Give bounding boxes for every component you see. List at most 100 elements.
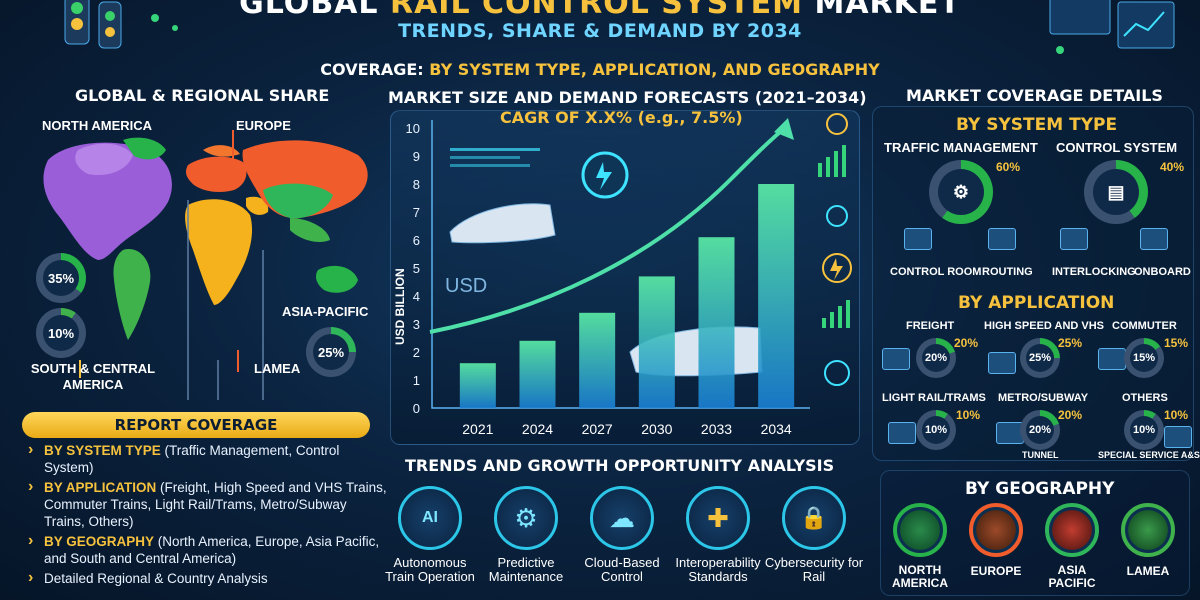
- x-tick-label: 2034: [761, 421, 792, 437]
- donut-others: 10%: [1124, 410, 1164, 450]
- app-label-commuter: COMMUTER: [1112, 320, 1177, 332]
- traffic-management-pct: 60%: [996, 160, 1021, 174]
- app-pct-freight: 20%: [954, 336, 979, 350]
- application-title: BY APPLICATION: [958, 293, 1115, 313]
- puzzle-icon: ✚: [686, 486, 750, 550]
- donut-south-central-america: 10%: [36, 308, 86, 358]
- list-item: BY GEOGRAPHY (North America, Europe, Asi…: [28, 532, 388, 567]
- label-lamea: LAMEA: [254, 361, 301, 376]
- globe-asia-pacific-icon: [1045, 503, 1099, 557]
- y-tick-label: 5: [413, 261, 420, 276]
- bar-2021: [459, 363, 496, 408]
- donut-traffic-management: ⚙: [929, 160, 993, 224]
- x-tick-label: 2027: [582, 421, 613, 437]
- y-tick-label: 7: [413, 205, 420, 220]
- sub-label-interlocking: INTERLOCKING: [1052, 266, 1136, 278]
- trend-label-cybersecurity: Cybersecurity for Rail: [764, 555, 864, 584]
- app-pct-light-rail: 10%: [956, 408, 981, 422]
- tram-icon: [888, 422, 916, 444]
- chart-side-icons: [818, 113, 852, 386]
- high-speed-train-icon: [988, 352, 1016, 374]
- geo-label-asia-pacific: ASIA PACIFIC: [1048, 563, 1096, 590]
- x-tick-label: 2024: [522, 421, 553, 437]
- globe-europe-icon: [969, 503, 1023, 557]
- list-item: Detailed Regional & Country Analysis: [28, 569, 388, 587]
- geography-title: BY GEOGRAPHY: [965, 479, 1115, 499]
- control-room-icon: [904, 228, 932, 250]
- bar-2030: [638, 276, 675, 408]
- control-screen-icon: [1049, 0, 1175, 54]
- tunnel-label: TUNNEL: [1022, 450, 1059, 460]
- subtitle: TRENDS, SHARE & DEMAND BY 2034: [398, 20, 802, 42]
- donut-freight: 20%: [916, 338, 956, 378]
- y-tick-label: 3: [413, 317, 420, 332]
- sub-label-control-room: CONTROL ROOM: [890, 266, 982, 278]
- donut-light-rail: 10%: [916, 410, 956, 450]
- control-system-label: CONTROL SYSTEM: [1056, 140, 1178, 155]
- bar-chart: USD 0 1 2 3 4 5 6 7 8 9 10 2021 2024 2027 2030 2033 203…: [393, 118, 810, 437]
- list-item: BY SYSTEM TYPE (Traffic Management, Cont…: [28, 441, 388, 476]
- special-service-label: SPECIAL SERVICE A&S: [1098, 450, 1200, 460]
- cloud-icon: ☁: [590, 486, 654, 550]
- y-tick-label: 4: [413, 289, 420, 304]
- y-tick-label: 1: [413, 373, 420, 388]
- special-service-icon: [1164, 426, 1192, 448]
- chart-ylabel: USD BILLION: [393, 268, 407, 345]
- globe-lamea-icon: [1121, 503, 1175, 557]
- traffic-management-label: TRAFFIC MANAGEMENT: [884, 140, 1038, 155]
- routing-icon: [988, 228, 1016, 250]
- list-item: BY APPLICATION (Freight, High Speed and …: [28, 478, 388, 530]
- y-tick-label: 6: [413, 233, 420, 248]
- app-label-others: OTHERS: [1122, 392, 1168, 404]
- trend-label-interoperability: Interoperability Standards: [675, 555, 761, 584]
- app-label-high-speed: HIGH SPEED AND VHS: [984, 320, 1105, 332]
- y-tick-label: 0: [413, 401, 420, 416]
- label-north-america: NORTH AMERICA: [42, 118, 153, 133]
- bar-2024: [519, 340, 556, 408]
- label-south-central-america: SOUTH & CENTRAL AMERICA: [30, 361, 156, 392]
- app-pct-others: 10%: [1164, 408, 1189, 422]
- geo-label-north-america: NORTH AMERICA: [892, 563, 948, 590]
- trend-arrowhead: [774, 118, 794, 140]
- coverage-line: COVERAGE: BY SYSTEM TYPE, APPLICATION, A…: [320, 60, 880, 79]
- bar-2034: [758, 184, 795, 408]
- ai-chip-icon: AI: [398, 486, 462, 550]
- trend-label-autonomous: Autonomous Train Operation: [385, 555, 475, 584]
- interlocking-icon: [1060, 228, 1088, 250]
- trend-label-cloud: Cloud-Based Control: [584, 555, 660, 584]
- globe-north-america-icon: [893, 503, 947, 557]
- app-pct-metro: 20%: [1058, 408, 1083, 422]
- app-label-light-rail: LIGHT RAIL/TRAMS: [882, 392, 986, 404]
- bar-2027: [579, 312, 616, 408]
- regional-title: GLOBAL & REGIONAL SHARE: [75, 86, 330, 105]
- y-tick-label: 9: [413, 149, 420, 164]
- donut-metro: 20%: [1020, 410, 1060, 450]
- y-tick-label: 10: [406, 121, 420, 136]
- control-system-pct: 40%: [1160, 160, 1185, 174]
- y-tick-label: 2: [413, 345, 420, 360]
- chart-title: MARKET SIZE AND DEMAND FORECASTS (2021–2…: [388, 88, 867, 107]
- details-panel: [872, 106, 1194, 461]
- system-type-title: BY SYSTEM TYPE: [956, 115, 1118, 135]
- commuter-train-icon: [1098, 348, 1126, 370]
- geo-label-europe: EUROPE: [970, 564, 1022, 578]
- details-title: MARKET COVERAGE DETAILS: [906, 86, 1163, 105]
- x-tick-label: 2030: [641, 421, 672, 437]
- label-europe: EUROPE: [236, 118, 291, 133]
- donut-commuter: 15%: [1124, 338, 1164, 378]
- shield-lock-icon: 🔒: [782, 486, 846, 550]
- freight-truck-icon: [882, 348, 910, 370]
- app-pct-commuter: 15%: [1164, 336, 1189, 350]
- x-tick-label: 2021: [462, 421, 493, 437]
- donut-control-system: ▤: [1084, 160, 1148, 224]
- sub-label-onboard: ONBOARD: [1134, 266, 1191, 278]
- world-map: [43, 130, 368, 400]
- chart-watermark: USD: [445, 275, 487, 297]
- donut-asia-pacific: 25%: [306, 327, 356, 377]
- main-title: GLOBAL RAIL CONTROL SYSTEM MARKET: [239, 0, 961, 21]
- chart-cagr: CAGR OF X.X% (e.g., 7.5%): [500, 108, 743, 127]
- y-tick-label: 8: [413, 177, 420, 192]
- chart-axis-line: [431, 120, 810, 409]
- app-label-freight: FREIGHT: [906, 320, 955, 332]
- report-coverage-header: REPORT COVERAGE: [22, 412, 370, 438]
